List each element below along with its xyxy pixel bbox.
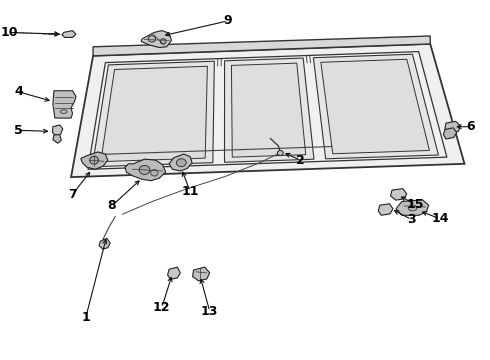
Text: 15: 15	[407, 198, 424, 211]
Polygon shape	[314, 54, 439, 159]
Ellipse shape	[139, 165, 150, 174]
Polygon shape	[71, 44, 465, 177]
Polygon shape	[101, 66, 207, 162]
Polygon shape	[53, 135, 61, 143]
Polygon shape	[193, 267, 210, 281]
Polygon shape	[321, 59, 429, 154]
Polygon shape	[93, 36, 430, 56]
Ellipse shape	[176, 159, 186, 167]
Text: 12: 12	[153, 301, 171, 314]
Polygon shape	[443, 128, 457, 139]
Ellipse shape	[148, 36, 156, 42]
Ellipse shape	[277, 150, 283, 156]
Ellipse shape	[151, 170, 158, 176]
Text: 3: 3	[407, 213, 416, 226]
Ellipse shape	[90, 156, 98, 164]
Polygon shape	[168, 267, 180, 279]
Text: 7: 7	[68, 188, 77, 201]
Polygon shape	[378, 204, 393, 215]
Text: 4: 4	[14, 85, 23, 98]
Polygon shape	[224, 58, 314, 162]
Polygon shape	[396, 200, 429, 215]
Text: 2: 2	[296, 154, 305, 167]
Text: 5: 5	[14, 124, 23, 137]
Polygon shape	[445, 121, 461, 133]
Polygon shape	[62, 31, 76, 37]
Ellipse shape	[160, 39, 166, 44]
Text: 6: 6	[466, 120, 475, 133]
Text: 11: 11	[181, 185, 199, 198]
Polygon shape	[52, 125, 63, 136]
Polygon shape	[141, 31, 171, 48]
Ellipse shape	[60, 110, 67, 113]
Polygon shape	[391, 189, 407, 200]
Polygon shape	[125, 159, 166, 181]
Text: 14: 14	[431, 212, 449, 225]
Text: 9: 9	[223, 14, 232, 27]
Polygon shape	[81, 152, 108, 169]
Polygon shape	[53, 91, 76, 118]
Polygon shape	[169, 154, 192, 171]
Polygon shape	[99, 238, 110, 249]
Polygon shape	[231, 63, 306, 157]
Text: 10: 10	[0, 26, 18, 39]
Ellipse shape	[408, 205, 417, 211]
Text: 1: 1	[81, 311, 90, 324]
Text: 13: 13	[201, 305, 219, 318]
Polygon shape	[92, 61, 214, 167]
Text: 8: 8	[107, 199, 116, 212]
